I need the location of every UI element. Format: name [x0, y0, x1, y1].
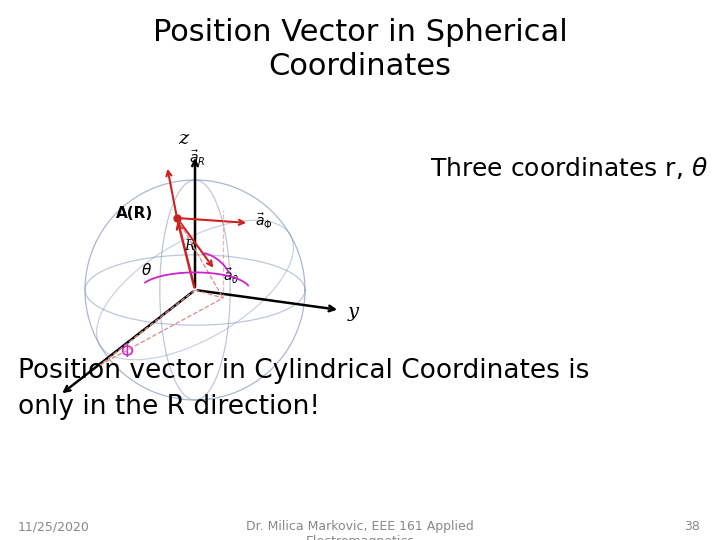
Text: $\vec{a}_\Phi$: $\vec{a}_\Phi$ — [255, 212, 273, 231]
Text: $\theta$: $\theta$ — [141, 262, 153, 278]
Text: $\vec{a}_\theta$: $\vec{a}_\theta$ — [223, 266, 240, 286]
Text: A(R): A(R) — [117, 206, 153, 221]
Text: $\Phi$: $\Phi$ — [120, 343, 134, 361]
Text: Position vector in Cylindrical Coordinates is
only in the R direction!: Position vector in Cylindrical Coordinat… — [18, 358, 590, 420]
Text: Three coordinates r, $\theta$  and $\Phi$.: Three coordinates r, $\theta$ and $\Phi$… — [430, 155, 720, 181]
Text: y: y — [348, 303, 359, 321]
Text: Dr. Milica Markovic, EEE 161 Applied
Electromagnetics: Dr. Milica Markovic, EEE 161 Applied Ele… — [246, 520, 474, 540]
Text: $\vec{a}_R$: $\vec{a}_R$ — [189, 148, 205, 167]
Text: 38: 38 — [684, 520, 700, 533]
Text: Position Vector in Spherical
Coordinates: Position Vector in Spherical Coordinates — [153, 18, 567, 80]
Text: 11/25/2020: 11/25/2020 — [18, 520, 90, 533]
Text: z: z — [178, 130, 188, 148]
Text: R: R — [184, 239, 194, 253]
